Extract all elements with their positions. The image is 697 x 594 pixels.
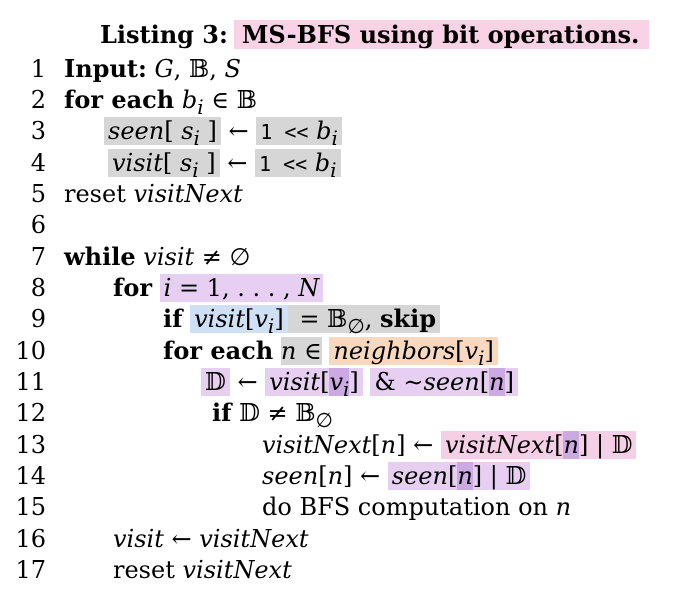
code-text: seen[n] ← seen[n] | 𝔻 (262, 460, 531, 492)
line-number: 14 (15, 462, 46, 490)
line-number: 17 (15, 556, 46, 584)
line-number: 8 (30, 274, 46, 302)
code-text: for each n ∈ neighbors[vi] (163, 335, 498, 374)
line-number: 16 (15, 525, 46, 553)
caption-label: Listing 3: (100, 20, 228, 49)
code-text: if 𝔻 ≠ 𝔹∅ (212, 398, 333, 432)
code-text: seen[ si ] ← 1 << bi (104, 115, 342, 154)
line-number: 6 (30, 211, 46, 239)
line-number: 13 (15, 431, 46, 459)
line-number: 3 (30, 117, 46, 145)
code-text: visit ← visitNext (113, 525, 309, 553)
line-number: 4 (30, 149, 46, 177)
code-text: do BFS computation on n (262, 493, 572, 521)
line-number: 2 (30, 86, 46, 114)
line-number: 10 (15, 337, 46, 365)
code-text: visit[ si ] ← 1 << bi (108, 147, 341, 186)
line-number: 5 (30, 180, 46, 208)
code-text: reset visitNext (113, 556, 292, 584)
line-number: 11 (15, 368, 46, 396)
line-number: 7 (30, 243, 46, 271)
code-text: 𝔻 ← visit[vi] & ∼seen[n] (201, 366, 518, 405)
line-number: 9 (30, 305, 46, 333)
code-text: Input: G, 𝔹, S (64, 54, 241, 83)
code-text: visitNext[n] ← visitNext[n] | 𝔻 (262, 429, 637, 461)
caption-text: MS-BFS using bit operations. (233, 20, 650, 49)
code-text: for i = 1, . . . , N (113, 272, 324, 304)
listing-caption: Listing 3: MS-BFS using bit operations. (100, 19, 650, 51)
code-text: reset visitNext (64, 180, 243, 208)
code-text: for each bi ∈ 𝔹 (64, 85, 257, 119)
line-number: 1 (30, 55, 46, 83)
line-number: 15 (15, 493, 46, 521)
line-number: 12 (15, 399, 46, 427)
code-text: while visit ≠ ∅ (64, 242, 251, 271)
code-text: if visit[vi] = 𝔹∅, skip (163, 303, 441, 342)
